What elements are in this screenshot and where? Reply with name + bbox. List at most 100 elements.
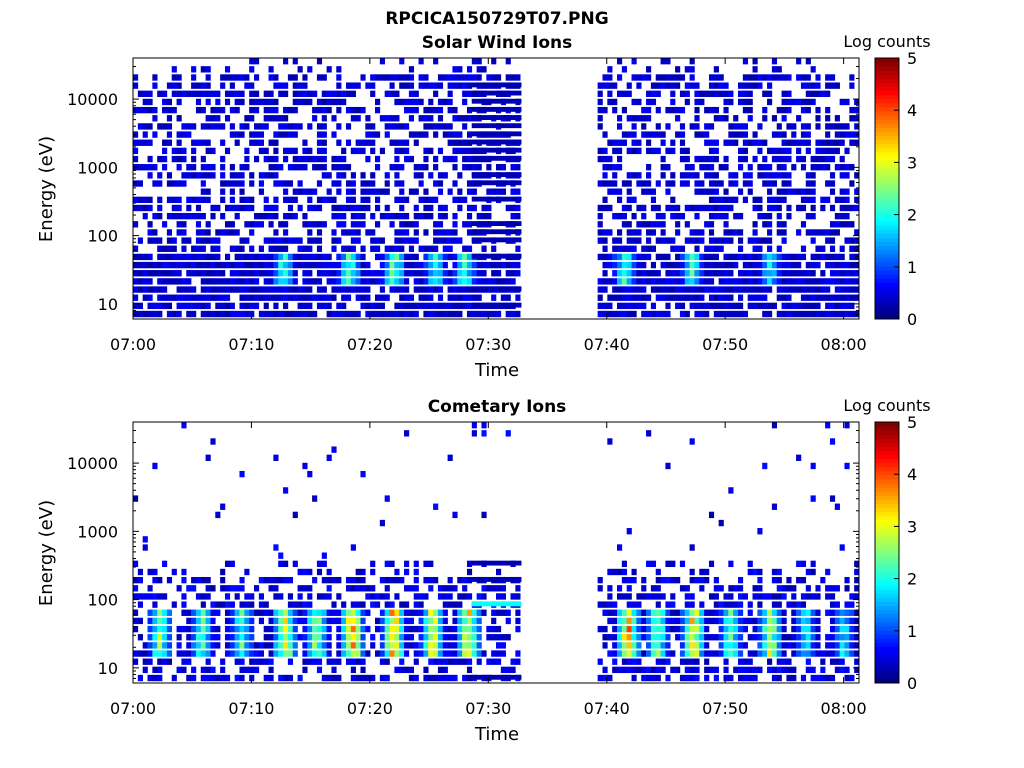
colorbar-segment xyxy=(875,298,899,304)
heatmap-cell xyxy=(302,601,308,608)
heatmap-cell xyxy=(800,270,807,277)
heatmap-cell xyxy=(767,164,773,171)
heatmap-cell xyxy=(220,674,226,682)
heatmap-cell xyxy=(462,270,468,277)
heatmap-cell xyxy=(137,237,143,244)
heatmap-cell xyxy=(626,593,632,600)
x-tick-label: 07:30 xyxy=(465,699,511,718)
heatmap-cell xyxy=(389,261,395,269)
heatmap-cell xyxy=(205,98,211,106)
heatmap-cell xyxy=(399,237,405,244)
heatmap-cell xyxy=(815,585,821,592)
heatmap-cell xyxy=(747,568,753,576)
heatmap-cell xyxy=(815,147,821,155)
heatmap-cell xyxy=(200,66,206,73)
heatmap-cell xyxy=(810,302,816,310)
heatmap-cell xyxy=(137,180,143,187)
heatmap-cell xyxy=(239,601,245,608)
heatmap-cell xyxy=(452,674,458,682)
heatmap-cell xyxy=(375,188,381,195)
heatmap-cell xyxy=(665,164,671,171)
heatmap-cell xyxy=(738,650,744,657)
heatmap-cell xyxy=(336,82,342,89)
heatmap-cell xyxy=(694,172,700,179)
heatmap-cell xyxy=(694,123,700,130)
heatmap-cell xyxy=(650,617,657,625)
heatmap-cell xyxy=(641,666,647,674)
heatmap-cell xyxy=(423,634,429,641)
heatmap-cell xyxy=(302,609,308,616)
heatmap-cell xyxy=(162,286,168,293)
heatmap-cell xyxy=(307,470,313,478)
heatmap-cell xyxy=(307,278,313,285)
heatmap-cell xyxy=(370,568,376,576)
heatmap-cell xyxy=(776,221,782,228)
heatmap-cell xyxy=(849,164,855,171)
heatmap-cell xyxy=(708,302,715,310)
heatmap-cell xyxy=(626,310,632,318)
heatmap-cell xyxy=(394,237,400,244)
heatmap-cell xyxy=(345,625,352,633)
colorbar-segment xyxy=(875,491,899,496)
heatmap-cell xyxy=(341,634,347,641)
heatmap-cell xyxy=(515,212,521,220)
heatmap-cell xyxy=(297,310,303,318)
heatmap-cell xyxy=(626,237,632,244)
heatmap-cell xyxy=(408,666,415,674)
heatmap-cell xyxy=(781,180,787,187)
heatmap-cell xyxy=(636,666,642,674)
heatmap-cell xyxy=(341,155,347,163)
heatmap-cell xyxy=(694,229,700,236)
heatmap-cell xyxy=(229,585,235,592)
heatmap-cell xyxy=(641,131,647,138)
heatmap-cell xyxy=(829,609,836,616)
heatmap-cell xyxy=(224,617,231,625)
heatmap-cell xyxy=(442,593,448,600)
heatmap-cell xyxy=(776,204,782,212)
heatmap-cell xyxy=(336,164,342,171)
heatmap-cell xyxy=(370,139,376,146)
heatmap-cell xyxy=(370,270,376,277)
heatmap-cell xyxy=(452,302,458,310)
heatmap-cell xyxy=(224,585,231,592)
heatmap-cell xyxy=(287,147,294,155)
heatmap-cell xyxy=(747,294,753,301)
heatmap-cell xyxy=(747,674,753,682)
heatmap-cell xyxy=(437,294,444,301)
heatmap-cell xyxy=(292,294,298,301)
heatmap-cell xyxy=(708,245,715,252)
heatmap-cell xyxy=(326,270,332,277)
heatmap-cell xyxy=(825,422,831,429)
heatmap-cell xyxy=(157,204,163,212)
heatmap-cell xyxy=(612,139,618,146)
heatmap-cell xyxy=(273,302,279,310)
heatmap-cell xyxy=(747,172,753,179)
heatmap-cell xyxy=(466,229,473,236)
heatmap-cell xyxy=(254,131,260,138)
heatmap-cell xyxy=(166,617,173,625)
heatmap-cell xyxy=(220,658,226,665)
heatmap-cell xyxy=(844,302,850,310)
heatmap-cell xyxy=(602,204,608,212)
heatmap-cell xyxy=(500,278,506,285)
heatmap-cell xyxy=(713,634,719,641)
heatmap-cell xyxy=(621,286,627,293)
heatmap-cell xyxy=(336,123,342,130)
heatmap-cell xyxy=(220,106,226,114)
heatmap-cell xyxy=(428,82,434,89)
colorbar-segment xyxy=(875,646,899,651)
heatmap-cell xyxy=(665,278,671,285)
heatmap-cell xyxy=(708,139,715,146)
heatmap-cell xyxy=(336,139,342,146)
heatmap-cell xyxy=(781,90,787,97)
heatmap-cell xyxy=(738,155,744,163)
heatmap-cell xyxy=(670,245,676,252)
heatmap-cell xyxy=(360,196,366,204)
heatmap-cell xyxy=(650,593,657,600)
heatmap-cell xyxy=(234,131,240,138)
heatmap-cell xyxy=(781,625,787,633)
heatmap-cell xyxy=(679,212,686,220)
heatmap-cell xyxy=(757,625,763,633)
heatmap-cell xyxy=(699,617,705,625)
